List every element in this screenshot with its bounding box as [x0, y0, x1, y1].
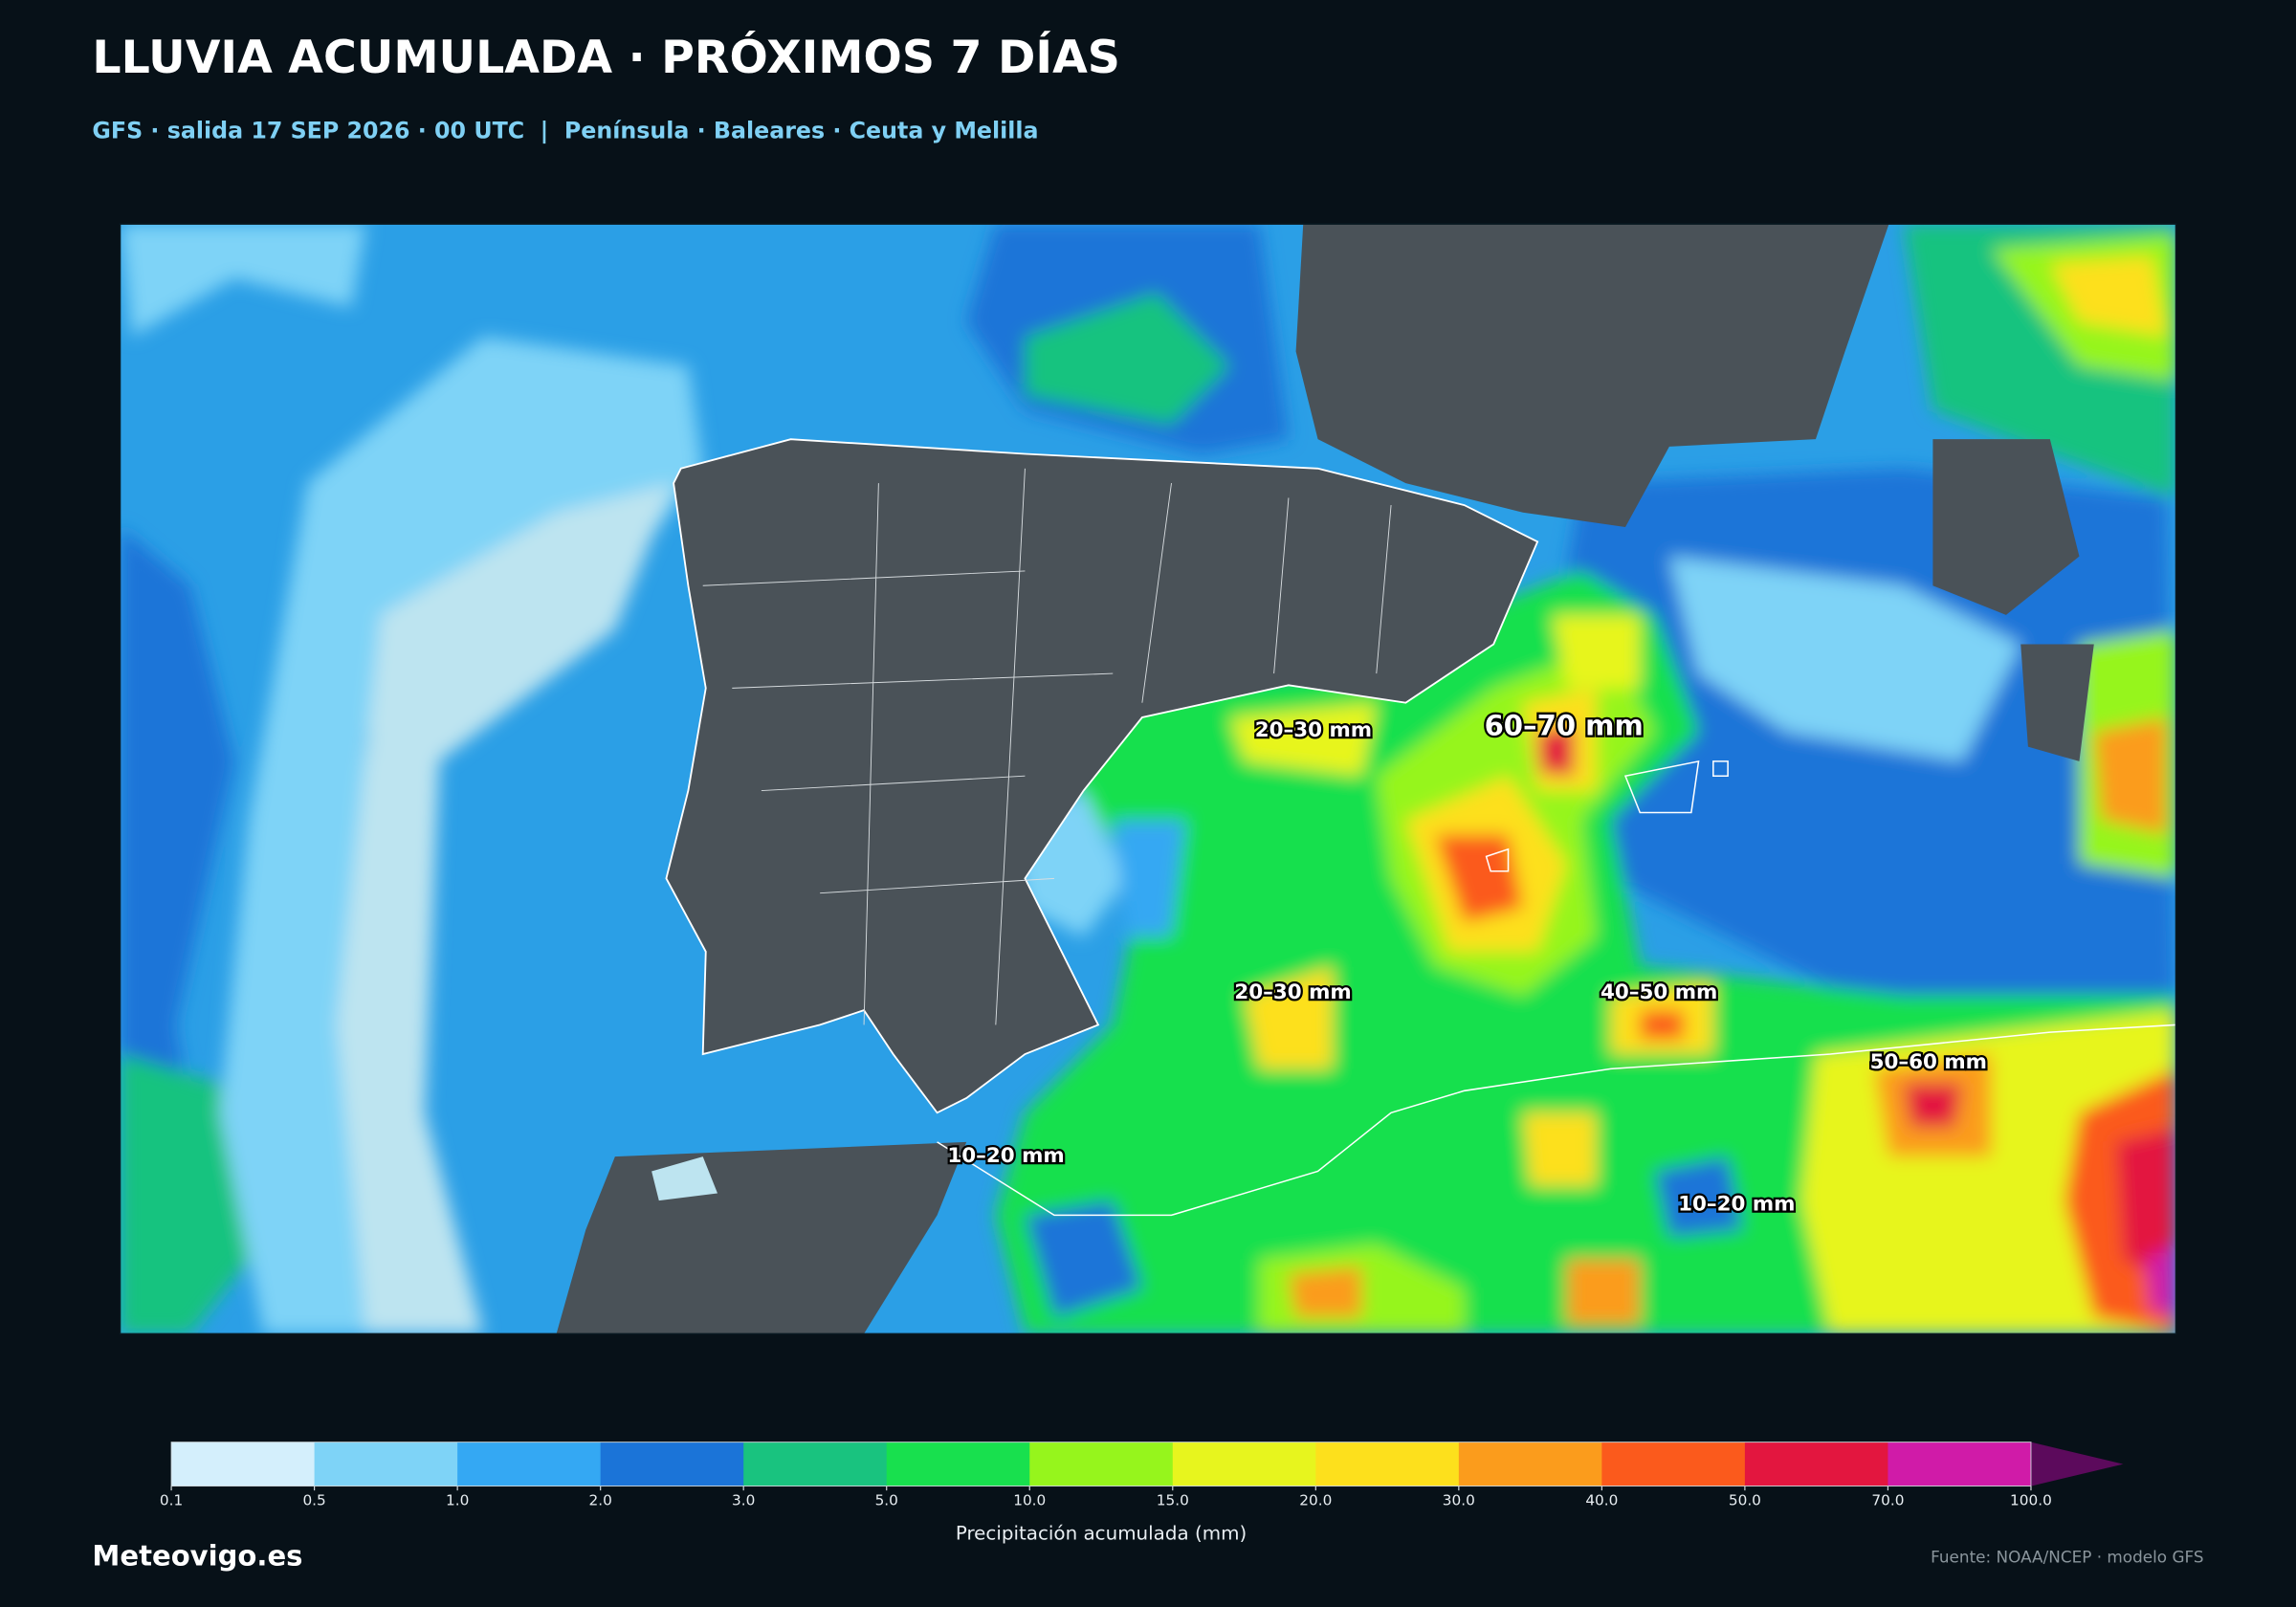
colorbar-tick-label: 70.0: [1871, 1491, 1904, 1508]
precip-area: [2049, 255, 2168, 338]
precip-area: [1640, 1010, 1685, 1040]
precip-area: [1113, 820, 1186, 937]
precip-area: [1566, 1259, 1641, 1326]
colorbar-bin: [314, 1442, 458, 1486]
colorbar-tick-label: 40.0: [1585, 1491, 1618, 1508]
colorbar-tick-label: 10.0: [1013, 1491, 1046, 1508]
colorbar-bin: [1029, 1442, 1174, 1486]
colorbar-tick-label: 0.1: [160, 1491, 183, 1508]
colorbar: 0.1 0.5 1.0 2.0 3.0 5.0 10.0 15.0 20.0 30.0 40.0 50…: [160, 1442, 2124, 1508]
land-france: [1295, 224, 1889, 528]
balearic-islands: [1485, 759, 1729, 872]
colorbar-bin: [886, 1442, 1031, 1486]
colorbar-tick-label: 2.0: [589, 1491, 612, 1508]
map-annotation: 20–30 mm: [1234, 980, 1351, 1004]
colorbar-tick-label: 30.0: [1443, 1491, 1475, 1508]
colorbar-frame: [170, 1442, 2032, 1487]
colorbar-bin: [1601, 1442, 1746, 1486]
precip-area: [1522, 1112, 1597, 1186]
land-sardinia: [2020, 644, 2094, 761]
colorbar-bin: [457, 1442, 602, 1486]
map-annotation: 10–20 mm: [1678, 1193, 1795, 1217]
title: LLUVIA ACUMULADA · PRÓXIMOS 7 DÍAS: [92, 30, 1120, 84]
colorbar-label: Precipitación acumulada (mm): [956, 1523, 1247, 1545]
colorbar-bin: [743, 1442, 888, 1486]
colorbar-bin: [600, 1442, 744, 1486]
colorbar-bin: [171, 1442, 316, 1486]
precip-area: [1654, 1156, 1743, 1238]
colorbar-tick-label: 0.5: [302, 1491, 325, 1508]
colorbar-bin: [1458, 1442, 1603, 1486]
precip-area: [2145, 1244, 2176, 1318]
map-frame: [119, 223, 2177, 1335]
precip-area: [1552, 614, 1641, 689]
precip-field: [120, 224, 2176, 1334]
precip-area: [1903, 1083, 1963, 1128]
province-borders: [702, 468, 1392, 1025]
source: Fuente: NOAA/NCEP · modelo GFS: [1931, 1548, 2203, 1567]
land-africa: [120, 1141, 967, 1334]
brand: Meteovigo.es: [92, 1540, 302, 1573]
colorbar-tick-label: 5.0: [875, 1491, 898, 1508]
precip-area: [651, 1156, 718, 1201]
coastline-africa: [937, 1024, 2176, 1217]
colorbar-tick-label: 20.0: [1299, 1491, 1332, 1508]
colorbar-bin: [1888, 1442, 2032, 1486]
precip-area: [1025, 293, 1230, 425]
colorbar-tick-label: 15.0: [1157, 1491, 1189, 1508]
precip-area: [2115, 1127, 2176, 1288]
map: [120, 224, 2176, 1334]
map-annotation: 50–60 mm: [1870, 1050, 1987, 1074]
colorbar-bin: [1315, 1442, 1460, 1486]
precip-area: [1435, 834, 1523, 923]
map-annotation: 60–70 mm: [1485, 710, 1644, 742]
precip-area: [1537, 724, 1575, 777]
colorbar-bin: [1744, 1442, 1889, 1486]
precip-area: [1668, 556, 2021, 761]
subtitle: GFS · salida 17 SEP 2026 · 00 UTC | Pení…: [92, 117, 1038, 143]
land-corsica: [1932, 439, 2080, 615]
colorbar-tick-label: 1.0: [446, 1491, 469, 1508]
precip-area: [337, 483, 674, 1334]
colorbar-tick-label: 3.0: [732, 1491, 755, 1508]
precip-area: [1245, 966, 1333, 1069]
colorbar-extension: [2030, 1442, 2124, 1486]
map-annotation: 20–30 mm: [1255, 718, 1372, 742]
land-iberia: [665, 438, 1539, 1114]
precip-area: [2093, 717, 2168, 835]
map-annotation: 40–50 mm: [1601, 980, 1717, 1004]
annotations: 20–30 mm 60–70 mm 20–30 mm 40–50 mm 50–6…: [945, 707, 1989, 1219]
precip-area: [1025, 1200, 1142, 1318]
colorbar-tick-label: 100.0: [2010, 1491, 2052, 1508]
precip-area: [219, 337, 703, 1334]
precip-area: [1229, 702, 1377, 777]
precip-area: [120, 1054, 250, 1334]
colorbar-bin: [1172, 1442, 1317, 1486]
map-annotation: 10–20 mm: [947, 1144, 1064, 1168]
precip-area: [1288, 1266, 1362, 1318]
precip-area: [120, 224, 366, 338]
colorbar-tick-label: 50.0: [1729, 1491, 1761, 1508]
